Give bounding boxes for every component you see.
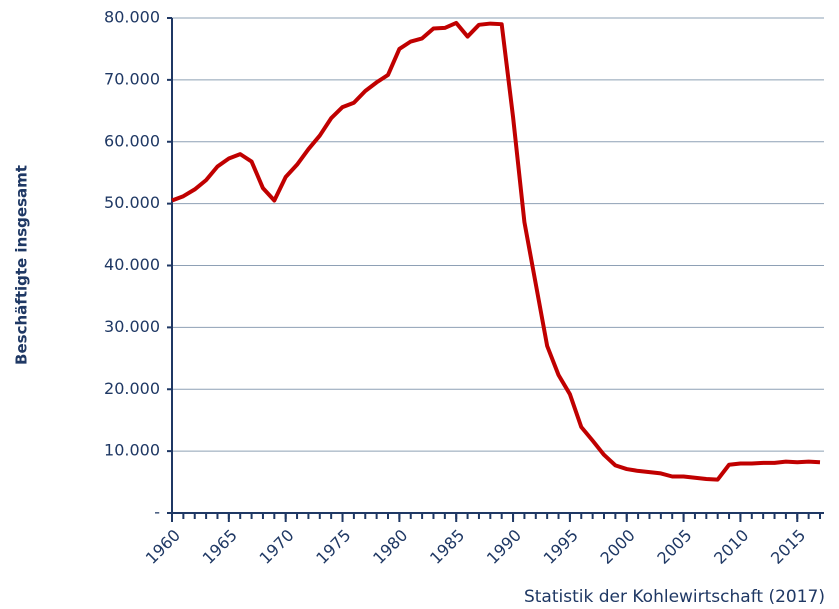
y-tick-label: 20.000 (104, 379, 160, 398)
y-tick-label: 60.000 (104, 131, 160, 150)
x-tick-label: 2000 (597, 526, 639, 568)
y-tick-label: 40.000 (104, 255, 160, 274)
y-tick-label: 70.000 (104, 69, 160, 88)
y-tick-label: 50.000 (104, 193, 160, 212)
data-line (171, 20, 821, 482)
x-tick-label: 2015 (767, 526, 809, 568)
y-tick-label: 30.000 (104, 317, 160, 336)
y-tick-label: 10.000 (104, 441, 160, 460)
x-tick-label: 2010 (710, 526, 752, 568)
x-tick-label: 1960 (142, 526, 184, 568)
x-tick-label: 1985 (426, 526, 468, 568)
x-tick-label: 2005 (653, 526, 695, 568)
x-tick-label: 1995 (540, 526, 582, 568)
x-tick-label: 1990 (483, 526, 525, 568)
y-axis-label: Beschäftigte insgesamt (13, 165, 31, 365)
y-tick-label: 80.000 (104, 8, 160, 27)
source-note: Statistik der Kohlewirtschaft (2017) (524, 587, 825, 607)
x-tick-label: 1975 (312, 526, 354, 568)
y-tick-label: - (154, 503, 160, 522)
x-tick-label: 1965 (199, 526, 241, 568)
x-tick-label: 1970 (255, 526, 297, 568)
x-tick-label: 1980 (369, 526, 411, 568)
